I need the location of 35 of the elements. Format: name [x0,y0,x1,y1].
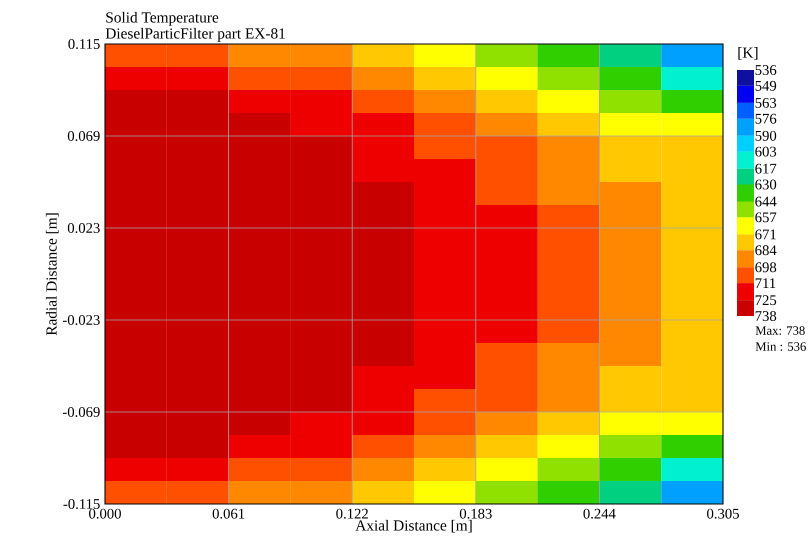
color-bar-label: 617 [755,164,776,174]
x-tick-label: 0.122 [336,508,368,519]
x-axis-title: Axial Distance [m] [355,520,472,533]
color-bar-label: 630 [755,180,776,190]
x-tick-label: 0.061 [212,508,244,519]
y-tick-label: 0.023 [68,223,100,233]
color-bar-label: 603 [755,146,776,157]
chart-title: Solid Temperature [106,12,218,26]
color-bar-label: 738 [756,311,776,321]
color-bar-label: 684 [755,245,776,256]
chart-subtitle: DieselParticFilter part EX-81 [106,28,285,42]
color-bar-label: 725 [756,295,776,306]
color-bar-label: 563 [756,98,776,108]
x-tick-label: 0.183 [460,508,492,519]
color-bar-label: 536 [756,65,776,75]
text: Min : 536 [756,342,806,351]
color-bar-label: 576 [756,114,776,124]
x-tick-label: 0.244 [583,508,616,519]
y-tick-label: -0.069 [62,407,100,417]
x-tick-label: 0.000 [89,508,121,519]
color-bar-label: 698 [755,262,776,272]
color-bar-label: 671 [755,229,776,240]
y-tick-label: -0.023 [62,315,100,325]
x-tick-label: 0.305 [707,508,739,519]
y-tick-label: 0.115 [68,39,100,49]
color-bar-label: 549 [756,80,776,91]
text: Max: 738 [756,326,805,335]
y-tick-label: 0.069 [68,131,100,141]
color-bar-title: [K] [738,47,758,60]
color-bar-label: 644 [755,196,776,206]
y-tick-label: -0.115 [63,499,100,509]
color-bar-label: 590 [756,130,776,141]
y-axis-title: Radial Distance [m] [46,213,59,336]
color-bar-label: 657 [755,212,776,222]
color-bar-label: 711 [756,278,776,288]
